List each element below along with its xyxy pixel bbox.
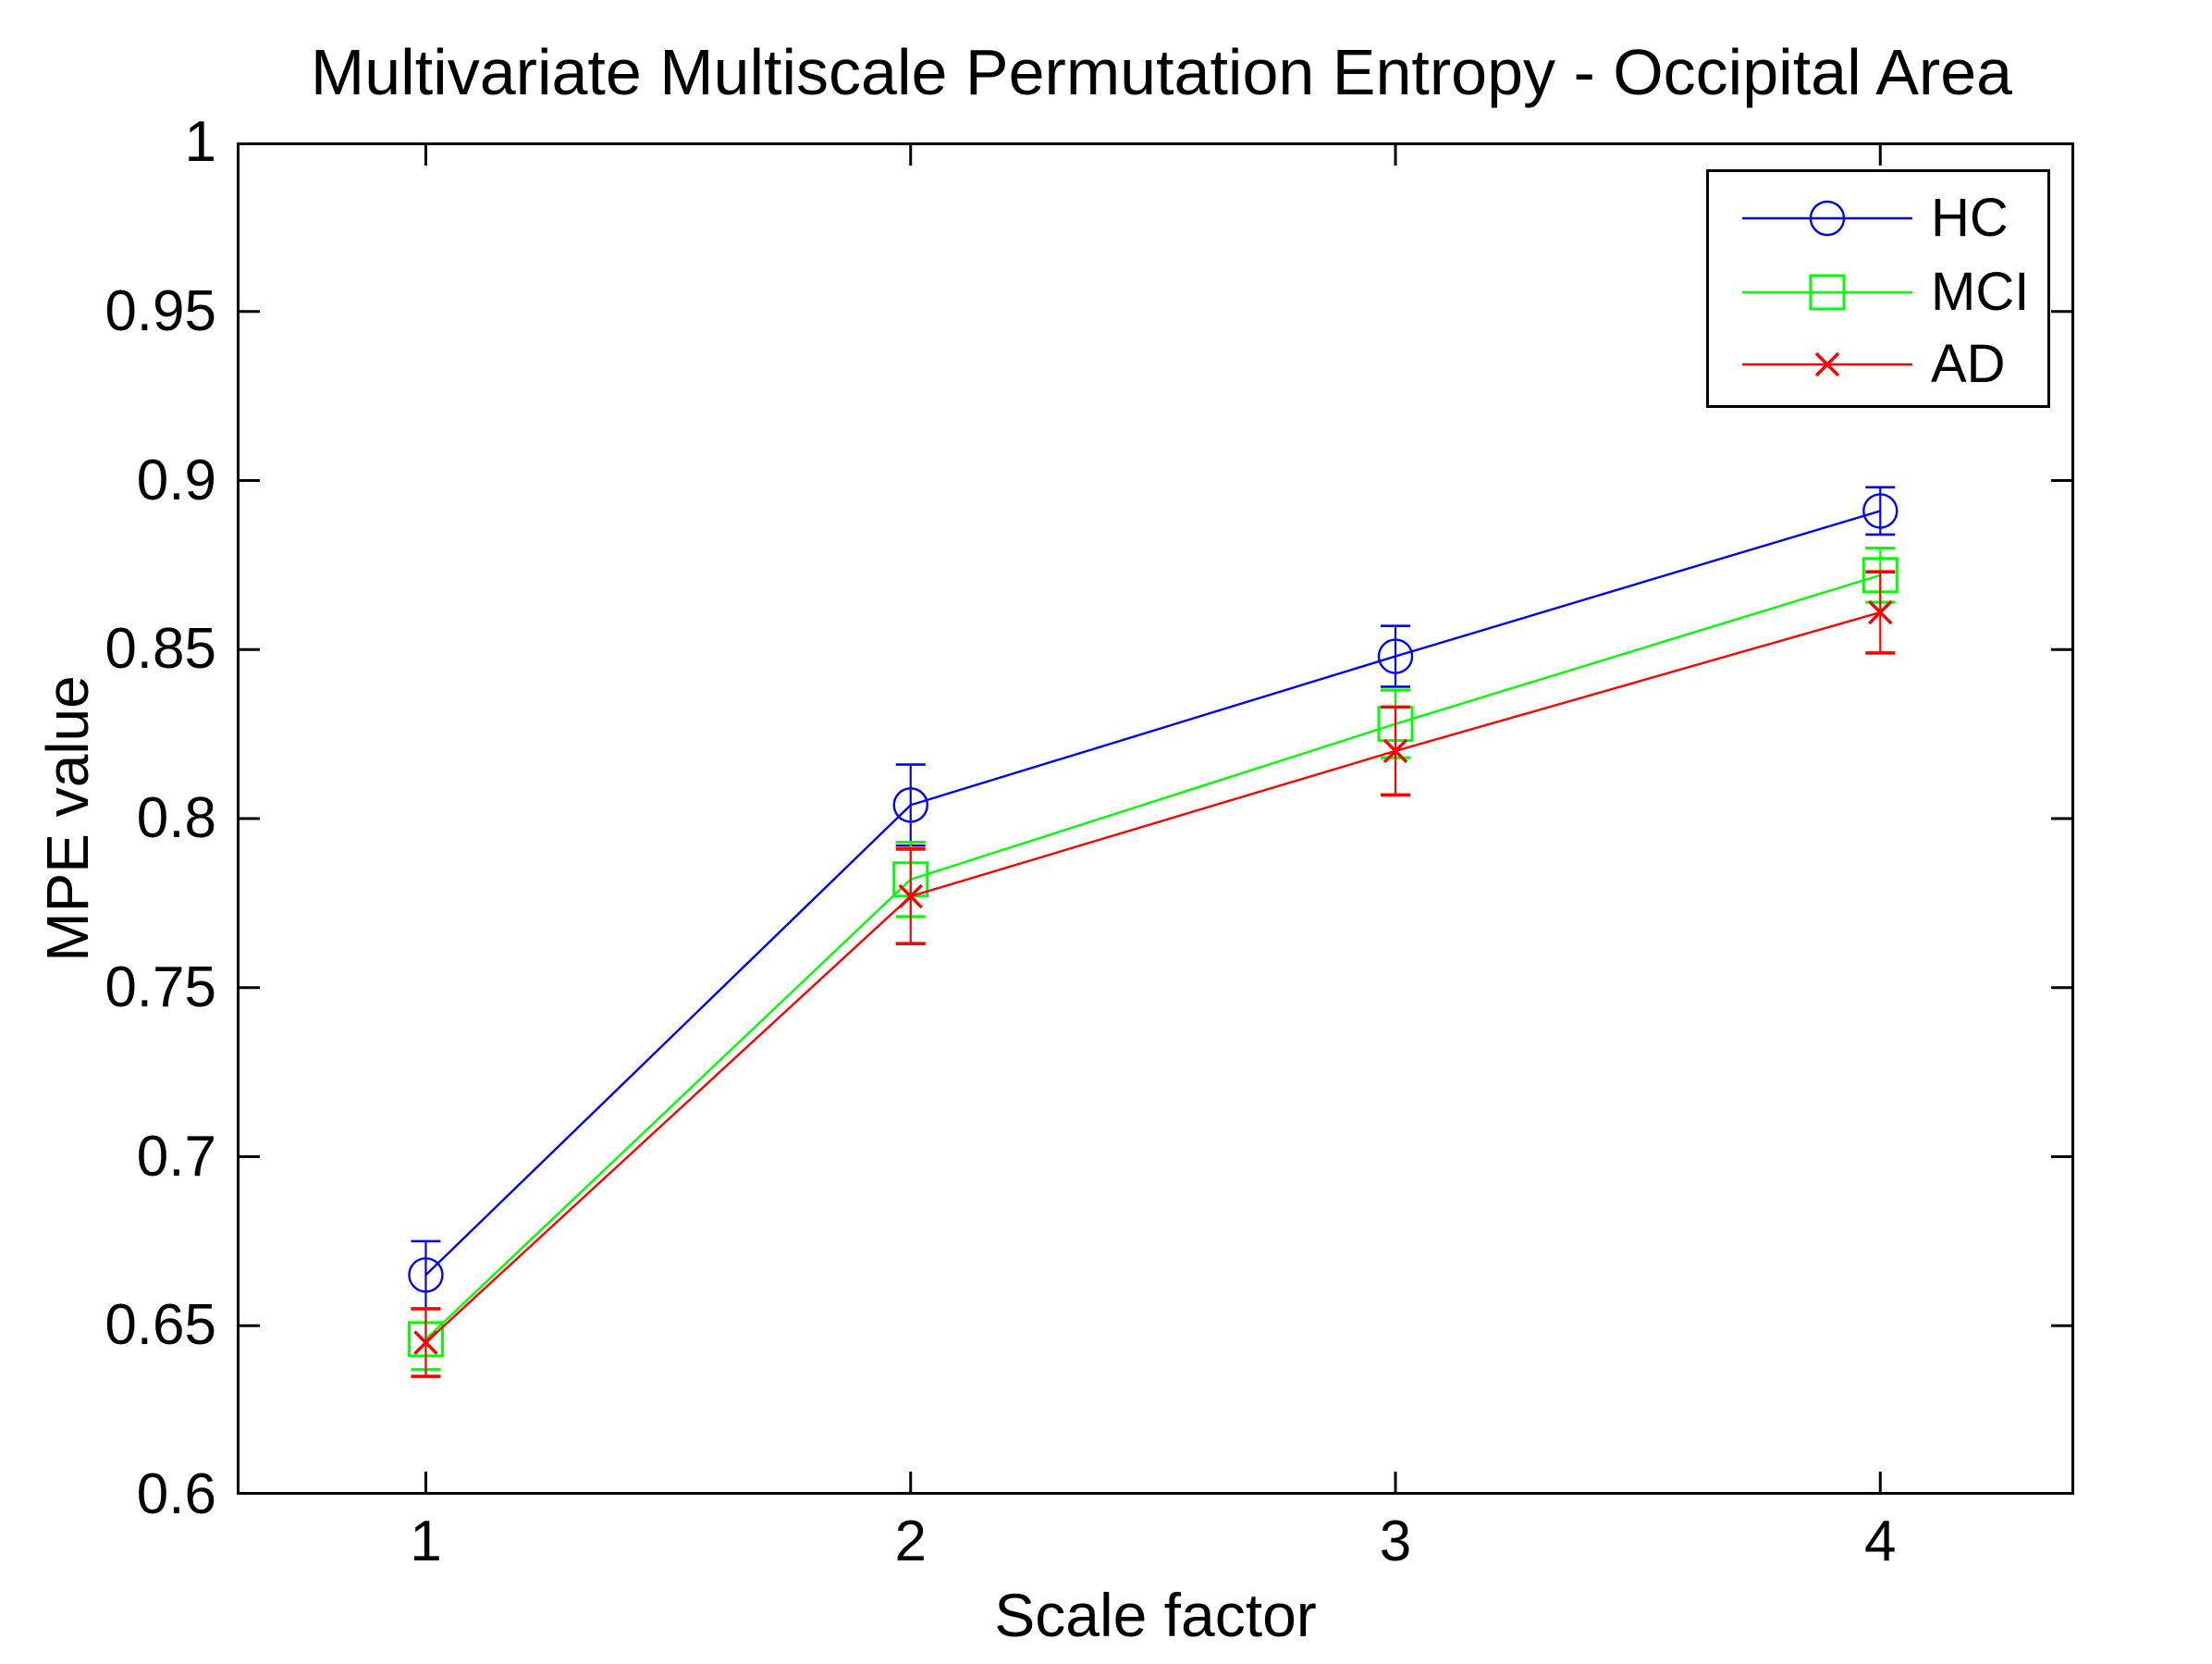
x-marker [1382, 738, 1408, 764]
hc-series [408, 486, 1899, 1311]
circle-marker [408, 1257, 444, 1293]
legend-sample-mci [1742, 274, 1912, 311]
y-tick-label: 0.85 [104, 617, 216, 682]
x-tick-label: 1 [410, 1510, 442, 1573]
legend: HC MCI AD [1706, 169, 2050, 408]
legend-row-mci: MCI [1709, 257, 2047, 327]
circle-marker [1862, 493, 1899, 529]
square-marker [1809, 274, 1846, 311]
y-tick-label: 0.65 [104, 1293, 216, 1358]
y-tick-label: 1 [184, 110, 216, 174]
y-tick-label: 0.7 [136, 1124, 216, 1189]
legend-label: MCI [1931, 262, 2030, 322]
y-tick-label: 0.9 [136, 448, 216, 512]
y-tick-label: 0.95 [104, 278, 216, 343]
y-tick-label: 0.75 [104, 955, 216, 1019]
x-marker [898, 883, 923, 909]
x-tick-label: 3 [1379, 1510, 1412, 1573]
circle-marker [1809, 200, 1846, 237]
legend-label: HC [1931, 188, 2009, 248]
circle-marker [892, 787, 928, 823]
x-marker [413, 1330, 438, 1355]
legend-sample-ad [1742, 351, 1912, 377]
axes-box [237, 142, 2074, 1495]
x-marker [1868, 599, 1893, 625]
legend-row-ad: AD [1709, 329, 2047, 400]
ad-series [411, 570, 1896, 1378]
legend-row-hc: HC [1709, 183, 2047, 253]
circle-marker [1377, 638, 1414, 674]
x-tick-label: 2 [894, 1510, 927, 1573]
plot-area [237, 142, 2074, 1495]
legend-label: AD [1931, 334, 2006, 394]
y-tick-label: 0.6 [136, 1462, 216, 1526]
x-axis-label: Scale factor [994, 1581, 1317, 1649]
y-tick-label: 0.8 [136, 786, 216, 850]
page-title: Multivariate Multiscale Permutation Entr… [310, 36, 2013, 108]
axis-ticks [240, 142, 2071, 1495]
legend-sample-hc [1742, 200, 1912, 237]
x-tick-label: 4 [1864, 1510, 1897, 1573]
x-marker [1814, 351, 1840, 377]
